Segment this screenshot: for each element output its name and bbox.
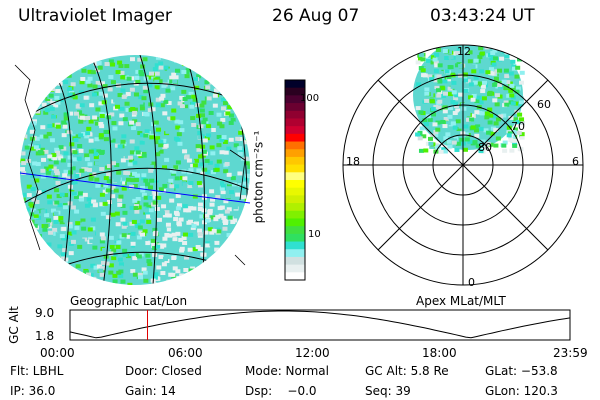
mlat-60-label: 60	[537, 98, 551, 111]
xtick-12: 12:00	[295, 346, 330, 360]
colorbar-band	[285, 133, 305, 143]
xtick-0: 00:00	[40, 346, 75, 360]
geographic-image	[14, 55, 251, 285]
polar-mlat-mlt-plot	[342, 44, 584, 286]
colorbar-band	[285, 118, 305, 127]
xtick-24: 23:59	[553, 346, 588, 360]
colorbar-tick-100: 100	[300, 93, 320, 104]
colorbar-band	[285, 126, 305, 135]
colorbar-band	[285, 233, 305, 243]
colorbar-band	[285, 226, 305, 235]
mlat-80-label: 80	[478, 141, 492, 154]
mlat-70-label: 70	[511, 120, 525, 133]
colorbar-band	[285, 87, 305, 96]
colorbar-label: photon cm⁻²s⁻¹	[251, 130, 266, 224]
colorbar-band	[285, 249, 305, 258]
info-field: GLat: −53.8	[485, 364, 558, 378]
gc-alt-timeline	[69, 309, 571, 341]
timeline-ylabel: GC Alt	[6, 306, 21, 344]
colorbar-band	[285, 180, 305, 189]
info-field: Mode: Normal	[245, 364, 329, 378]
info-field: GLon: 120.3	[485, 384, 558, 398]
colorbar-band	[285, 241, 305, 250]
xtick-6: 06:00	[168, 346, 203, 360]
info-field: IP: 36.0	[10, 384, 56, 398]
info-field: Gain: 14	[125, 384, 176, 398]
coastline	[14, 64, 246, 266]
colorbar-band	[285, 172, 305, 181]
colorbar-band	[285, 164, 305, 173]
instrument-title: Ultraviolet Imager	[18, 6, 172, 26]
mlt-0-label: 0	[468, 276, 475, 289]
date-label: 26 Aug 07	[272, 6, 360, 26]
colorbar-band	[285, 95, 305, 104]
colorbar-band	[285, 110, 305, 119]
info-field: Seq: 39	[365, 384, 411, 398]
colorbar-band	[285, 203, 305, 212]
apex-label: Apex MLat/MLT	[416, 294, 506, 308]
colorbar-band	[285, 195, 305, 204]
colorbar-band	[285, 80, 305, 89]
mlt-18-label: 18	[346, 155, 360, 168]
colorbar-band	[285, 187, 305, 196]
mlt-6-label: 6	[572, 155, 579, 168]
geographic-label: Geographic Lat/Lon	[70, 294, 188, 308]
xtick-18: 18:00	[422, 346, 457, 360]
colorbar-band	[285, 256, 305, 266]
colorbar-band	[285, 149, 305, 158]
colorbar-band	[285, 272, 305, 281]
colorbar-band	[285, 156, 305, 166]
info-field: Door: Closed	[125, 364, 202, 378]
terminator-line	[19, 172, 251, 204]
colorbar-tick-10: 10	[308, 229, 321, 240]
time-label: 03:43:24 UT	[430, 6, 535, 26]
info-field: Flt: LBHL	[10, 364, 64, 378]
ytick-9: 9.0	[35, 306, 55, 320]
colorbar-band	[285, 210, 305, 219]
info-field: GC Alt: 5.8 Re	[365, 364, 449, 378]
colorbar-band	[285, 264, 305, 273]
colorbar-band	[285, 218, 305, 227]
colorbar	[284, 79, 306, 281]
ytick-1-8: 1.8	[35, 329, 55, 343]
colorbar-band	[285, 141, 305, 150]
colorbar-band	[285, 103, 305, 112]
mlt-12-label: 12	[457, 45, 471, 58]
info-field: Dsp: −0.0	[245, 384, 317, 398]
